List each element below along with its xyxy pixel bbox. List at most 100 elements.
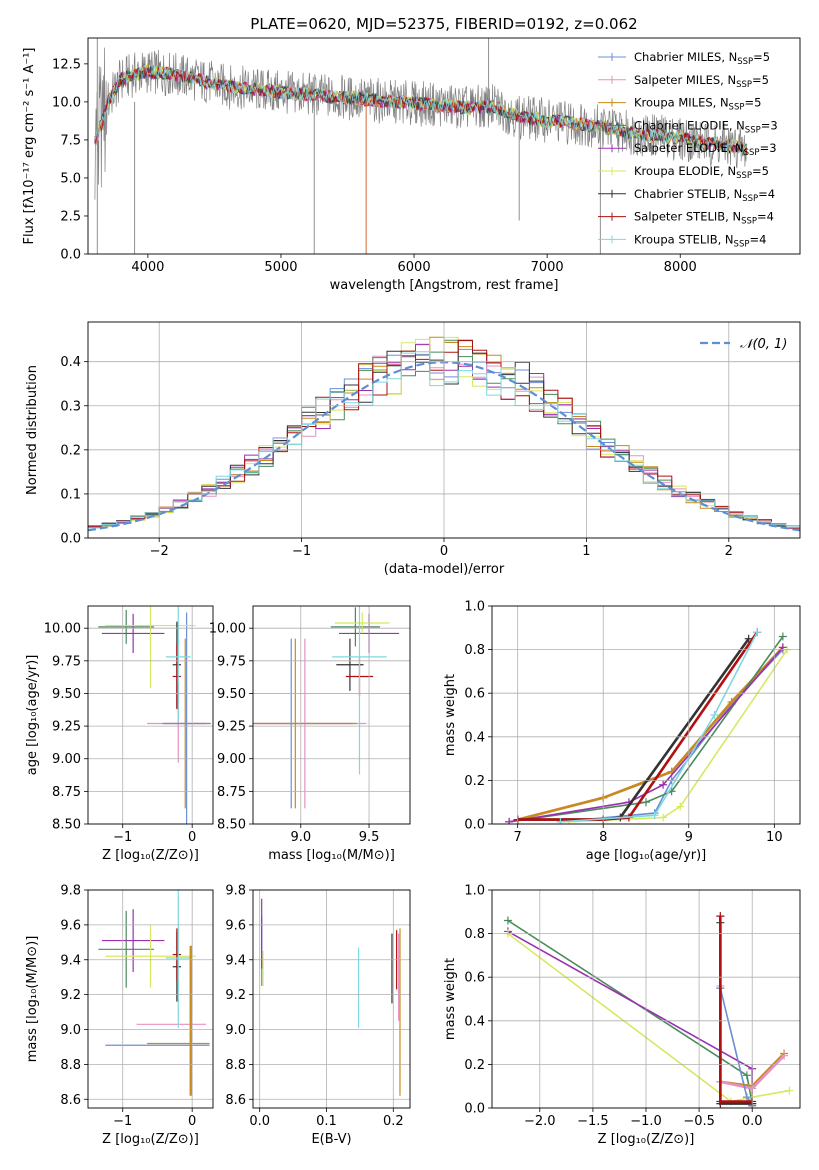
- mass-weight-marker: [785, 1086, 794, 1095]
- age-vs-Z-plot-area: [98, 606, 211, 824]
- residuals-chart: −2 −1 0 1 2 0.0 0.1 0.2 0.3 0.4 (data-model)/error…: [25, 321, 801, 577]
- mass-vs-EBV-chart: 0.0 0.1 0.2 8.6 8.8 9.0 9.2 9.4 9.6 9.8 E(B-V): [225, 884, 411, 1147]
- x-tick-label: 9.0: [290, 830, 311, 845]
- y-tick-label: 0.0: [60, 532, 81, 547]
- mass-weight-marker: [778, 643, 787, 652]
- spectrum-legend: Chabrier MILES, NSSP=5 Salpeter MILES, NS…: [598, 50, 778, 249]
- mass-weight-marker: [642, 798, 650, 807]
- x-tick-label: 0: [440, 544, 448, 559]
- y-tick-label: 9.00: [217, 752, 246, 767]
- x-axis-label: Z [log₁₀(Z/Z⊙)]: [102, 848, 199, 863]
- y-tick-label: 8.75: [52, 785, 81, 800]
- y-axis-label: Normed distribution: [25, 365, 40, 495]
- mass-weight-marker: [727, 697, 736, 706]
- y-tick-label: 9.75: [217, 654, 246, 669]
- mass-weight-marker: [676, 802, 685, 811]
- x-axis-label: mass [log₁₀(M/M⊙)]: [268, 848, 395, 863]
- y-tick-label: 9.8: [225, 884, 246, 899]
- y-tick-label: 1.0: [464, 600, 485, 615]
- legend-entry-normal: 𝒩(0, 1): [740, 337, 787, 352]
- x-tick-label: −1: [113, 1114, 132, 1129]
- x-tick-label: −0.5: [683, 1114, 715, 1129]
- age-vs-mass-chart: 9.0 9.5 8.50 8.75 9.00 9.25 9.50 9.75 10.00 mass …: [209, 605, 411, 863]
- x-tick-label: 8000: [664, 260, 697, 275]
- spectrum-chart: 4000 5000 6000 7000 8000 0.0 2.5 5.0 7.5 10.0 12.5…: [22, 37, 801, 293]
- x-tick-label: 8: [599, 830, 607, 845]
- x-tick-label: 10: [766, 830, 783, 845]
- x-axis-label: Z [log₁₀(Z/Z⊙)]: [102, 1132, 199, 1147]
- mass-weight-marker: [659, 780, 668, 789]
- spectrum-plot-area: [94, 38, 748, 254]
- mass-weight-marker: [778, 632, 787, 641]
- mass-weight-line-3: [507, 932, 790, 1103]
- x-tick-label: −1: [292, 544, 311, 559]
- mass-weight-marker: [742, 1071, 751, 1080]
- y-tick-label: 9.0: [60, 1023, 81, 1038]
- legend-entry-6: Kroupa ELODIE, NSSP=5: [634, 164, 769, 181]
- y-tick-label: 9.2: [225, 988, 246, 1003]
- legend-entry-3: Kroupa MILES, NSSP=5: [634, 96, 761, 113]
- mass-weight-vs-age-chart: 7 8 9 10 0.0 0.2 0.4 0.6 0.8 1.0 age [log₁₀(age/yr…: [443, 600, 801, 863]
- legend-entry-2: Salpeter MILES, NSSP=5: [634, 73, 769, 90]
- mass-vs-EBV-plot-area: [261, 898, 401, 1096]
- mass-vs-EBV-frame: [252, 889, 411, 1109]
- residuals-frame: [87, 321, 801, 539]
- mass-weight-marker: [710, 711, 719, 719]
- y-axis-label: mass weight: [443, 958, 458, 1040]
- mass-weight-line-2: [517, 646, 784, 821]
- x-axis-label: (data-model)/error: [384, 562, 505, 577]
- x-tick-label: −2: [150, 544, 169, 559]
- x-axis-label: wavelength [Angstrom, rest frame]: [330, 278, 559, 293]
- x-axis-label: age [log₁₀(age/yr)]: [586, 848, 707, 863]
- mass-weight-line-1: [560, 649, 784, 823]
- mass-weight-marker: [753, 628, 762, 637]
- x-axis-label: E(B-V): [311, 1132, 351, 1147]
- x-tick-label: −2.0: [524, 1114, 556, 1129]
- y-axis-label: mass [log₁₀(M/M⊙)]: [25, 936, 40, 1063]
- observed-spectrum-line: [94, 47, 747, 200]
- y-tick-label: 8.6: [225, 1093, 246, 1108]
- y-tick-label: 8.50: [217, 818, 246, 833]
- y-tick-label: 9.25: [52, 720, 81, 735]
- y-axis-label: mass weight: [443, 674, 458, 756]
- y-tick-label: 8.8: [60, 1058, 81, 1073]
- residuals-legend: 𝒩(0, 1): [700, 337, 787, 352]
- mass-weight-line-4: [508, 636, 784, 823]
- mass-weight-marker: [780, 1051, 789, 1060]
- x-tick-label: 7000: [531, 260, 564, 275]
- x-tick-label: 0: [188, 1114, 196, 1129]
- y-tick-label: 10.00: [44, 622, 81, 637]
- x-tick-label: 0.0: [742, 1114, 763, 1129]
- mass-weight-vs-Z-frame: [491, 889, 801, 1109]
- x-tick-label: 0.2: [383, 1114, 404, 1129]
- mass-weight-marker: [659, 813, 668, 822]
- legend-entry-7: Chabrier STELIB, NSSP=4: [634, 187, 775, 204]
- y-tick-label: 0.8: [464, 643, 485, 658]
- mass-weight-marker: [716, 912, 725, 921]
- legend-entry-4: Chabrier ELODIE, NSSP=3: [634, 118, 778, 135]
- mass-weight-marker: [505, 817, 514, 824]
- x-tick-label: 0.1: [316, 1114, 337, 1129]
- figure-title: PLATE=0620, MJD=52375, FIBERID=0192, z=0…: [250, 15, 637, 33]
- y-tick-label: 9.25: [217, 720, 246, 735]
- y-tick-label: 5.0: [60, 171, 81, 186]
- mass-weight-vs-Z-plot-area: [503, 912, 794, 1108]
- legend-entry-5: Salpeter ELODIE, NSSP=3: [634, 141, 777, 158]
- y-axis-label: Flux [fλ10⁻¹⁷ erg cm⁻² s⁻¹ A⁻¹]: [22, 48, 37, 245]
- mass-weight-marker: [556, 817, 565, 824]
- mass-weight-marker: [716, 1097, 725, 1106]
- y-tick-label: 9.75: [52, 654, 81, 669]
- y-tick-label: 9.50: [52, 687, 81, 702]
- y-tick-label: 8.6: [60, 1093, 81, 1108]
- y-tick-label: 9.00: [52, 752, 81, 767]
- y-tick-label: 0.2: [464, 774, 485, 789]
- mass-weight-marker: [650, 811, 659, 820]
- y-tick-label: 9.6: [225, 918, 246, 933]
- y-tick-label: 0.1: [60, 487, 81, 502]
- y-tick-label: 0.4: [60, 355, 81, 370]
- x-tick-label: 7: [514, 830, 522, 845]
- x-tick-label: −1.0: [630, 1114, 662, 1129]
- x-tick-label: 4000: [131, 260, 164, 275]
- legend-entry-1: Chabrier MILES, NSSP=5: [634, 50, 770, 67]
